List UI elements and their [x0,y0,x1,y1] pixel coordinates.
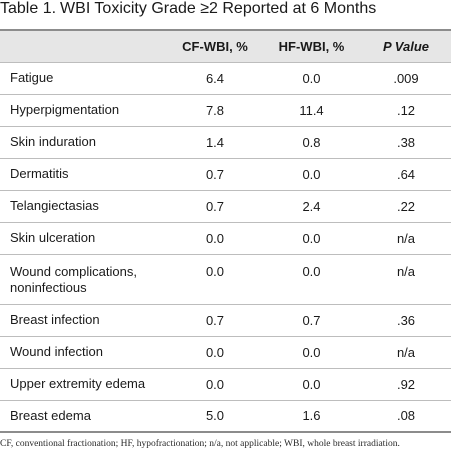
table-row: Breast edema 5.0 1.6 .08 [0,400,451,432]
table-row: Breast infection 0.7 0.7 .36 [0,304,451,336]
table-label: Table 1. [0,0,57,17]
table-row: Dermatitis 0.7 0.0 .64 [0,158,451,190]
table-row: Wound complications, noninfectious 0.0 0… [0,254,451,304]
row-p-value: .08 [396,408,416,424]
row-name: Wound infection [10,344,103,359]
row-p-value: n/a [396,230,416,246]
row-cf-value: 7.8 [205,102,225,118]
table-row: Upper extremity edema 0.0 0.0 .92 [0,368,451,400]
row-name: Hyperpigmentation [10,102,120,117]
table-row: Skin ulceration 0.0 0.0 n/a [0,222,451,254]
header-cf-wbi: CF-WBI, % [182,38,248,54]
row-p-value: .92 [396,376,416,392]
header-p-value-text: P Value [382,38,429,54]
row-cf-value: 5.0 [205,408,225,424]
row-p-value: .12 [396,102,416,118]
row-cf-value: 0.7 [205,198,225,214]
row-name: Skin ulceration [10,230,96,245]
row-hf-value: 0.0 [302,263,321,279]
table-body: Fatigue 6.4 0.0 .009 Hyperpigmentation 7… [0,62,451,432]
row-cf-value: 0.7 [205,166,225,182]
row-cf-value: 0.0 [205,230,225,246]
row-p-value: .38 [396,134,416,150]
row-name: Breast infection [10,312,100,327]
header-row: CF-WBI, % HF-WBI, % P Value [0,30,451,62]
row-name: Dermatitis [10,166,69,181]
row-p-value: .22 [396,198,416,214]
row-cf-value: 1.4 [205,134,225,150]
row-name: Fatigue [10,70,54,85]
table-row: Wound infection 0.0 0.0 n/a [0,336,451,368]
row-p-value: .64 [396,166,416,182]
row-cf-value: 0.0 [205,263,225,279]
header-p-value: P Value [361,30,451,62]
table-footnote: CF, conventional fractionation; HF, hypo… [0,439,400,449]
header-toxicity [0,30,168,62]
table-row: Fatigue 6.4 0.0 .009 [0,62,451,94]
row-name: Wound complications, noninfectious [10,263,137,295]
row-hf-value: 1.6 [302,408,321,424]
row-name: Skin induration [10,134,96,149]
row-hf-value: 0.7 [302,312,321,328]
row-cf-value: 0.0 [205,376,225,392]
row-hf-value: 11.4 [299,102,324,118]
table-row: Telangiectasias 0.7 2.4 .22 [0,190,451,222]
row-name: Breast edema [10,407,91,423]
row-name: Upper extremity edema [10,376,146,391]
toxicity-table: CF-WBI, % HF-WBI, % P Value Fatigue 6.4 … [0,29,451,433]
table-title: WBI Toxicity Grade ≥2 Reported at 6 Mont… [60,0,377,17]
row-hf-value: 0.8 [302,134,321,150]
table-row: Hyperpigmentation 7.8 11.4 .12 [0,94,451,126]
row-hf-value: 0.0 [302,376,321,392]
row-p-value: .36 [396,312,416,328]
row-name: Telangiectasias [10,198,99,213]
table-header: CF-WBI, % HF-WBI, % P Value [0,30,451,62]
row-hf-value: 0.0 [302,230,321,246]
row-cf-value: 0.0 [205,344,225,360]
header-hf-wbi: HF-WBI, % [278,38,345,54]
row-p-value: .009 [393,70,419,86]
table-caption: Table 1. WBI Toxicity Grade ≥2 Reported a… [0,0,376,24]
row-p-value: n/a [396,263,416,279]
row-cf-value: 0.7 [205,312,225,328]
table-row: Skin induration 1.4 0.8 .38 [0,126,451,158]
row-cf-value: 6.4 [205,70,225,86]
row-hf-value: 2.4 [302,198,321,214]
row-hf-value: 0.0 [302,166,321,182]
row-p-value: n/a [396,344,416,360]
row-hf-value: 0.0 [302,70,321,86]
row-hf-value: 0.0 [302,344,321,360]
